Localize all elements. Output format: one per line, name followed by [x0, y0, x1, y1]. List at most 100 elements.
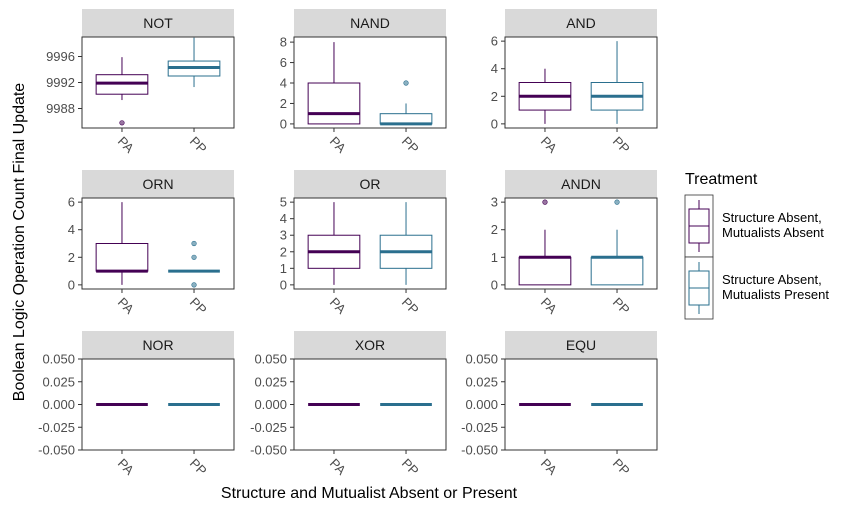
facet-and: AND 0 2 4 6 PA PP: [491, 9, 658, 157]
box-pp: PP: [379, 80, 433, 157]
facet-panels: NOT 9988 9992 9996 PA PP NAND 0 2 4 6 8 PA PP AND 0 2 4 6 P…: [38, 9, 658, 479]
y-tick-label: 0.025: [42, 374, 75, 389]
facet-not: NOT 9988 9992 9996 PA PP: [46, 9, 235, 157]
y-tick-label: 3: [280, 228, 287, 243]
y-tick-label: 4: [280, 211, 287, 226]
box-pa: PA: [95, 57, 149, 156]
legend-label: Mutualists Absent: [722, 225, 824, 240]
box-pp: PP: [380, 403, 432, 479]
panel-border: [504, 197, 658, 290]
x-tick-label: PA: [115, 134, 137, 156]
panel-border: [504, 36, 658, 129]
outlier-point: [191, 282, 197, 288]
y-tick-label: 2: [491, 89, 498, 104]
facet-or: OR 01 23 45 PA PP: [280, 170, 447, 317]
y-tick-label: 1: [491, 250, 498, 265]
iqr-box: [518, 256, 572, 286]
facet-strip-label: XOR: [355, 337, 385, 353]
y-tick-label: -0.025: [461, 420, 498, 435]
x-tick-label: PP: [399, 134, 422, 157]
legend-title: Treatment: [685, 171, 758, 188]
facet-strip: [505, 331, 657, 359]
x-axis-title: Structure and Mutualist Absent or Presen…: [221, 485, 518, 502]
box-pp: PP: [591, 403, 643, 479]
x-tick-label: PP: [187, 456, 210, 479]
y-tick-label: 0: [280, 116, 287, 131]
x-tick-label: PA: [538, 295, 560, 317]
y-tick-label: -0.050: [38, 443, 75, 458]
y-tick-label: 9988: [46, 101, 75, 116]
y-tick-label: 0.050: [42, 352, 75, 367]
box-pa: PA: [519, 403, 571, 478]
y-tick-label: 5: [280, 195, 287, 210]
outlier-point: [542, 199, 548, 205]
facet-strip: [294, 9, 446, 37]
x-tick-label: PA: [538, 134, 560, 156]
y-tick-label: 0.025: [465, 374, 498, 389]
y-tick-label: 2: [491, 222, 498, 237]
panel-border: [293, 36, 447, 129]
y-tick-label: 0.000: [42, 397, 75, 412]
y-tick-label: -0.050: [250, 443, 287, 458]
facet-strip-label: EQU: [566, 337, 596, 353]
facet-strip-label: NAND: [350, 15, 390, 31]
box-pp: PP: [590, 199, 644, 318]
facet-xor: XOR 0.050 0.025 0.000 -0.025 -0.050 PA PP: [250, 331, 447, 479]
y-tick-label: 0.025: [254, 374, 287, 389]
box-pa: PA: [307, 202, 361, 317]
facet-strip-label: ANDN: [561, 176, 601, 192]
facet-strip-label: NOT: [143, 15, 173, 31]
x-tick-label: PP: [610, 134, 633, 157]
y-tick-label: 0.050: [254, 352, 287, 367]
x-tick-label: PA: [115, 295, 137, 317]
iqr-box: [590, 256, 644, 286]
x-tick-label: PA: [327, 456, 349, 478]
box-pa: PA: [518, 199, 572, 317]
y-tick-label: 9996: [46, 49, 75, 64]
y-tick-label: 0.000: [465, 397, 498, 412]
box-pp: PP: [379, 202, 433, 317]
legend-entry: Structure Absent,Mutualists Absent: [684, 194, 824, 258]
outlier-point: [191, 240, 197, 247]
y-tick-label: 0: [280, 277, 287, 292]
box-pa: PA: [308, 403, 360, 478]
facet-equ: EQU 0.050 0.025 0.000 -0.025 -0.050 PA PP: [461, 331, 658, 479]
outlier-point: [191, 254, 197, 260]
legend: Treatment Structure Absent,Mutualists Ab…: [684, 171, 829, 320]
facet-strip: [82, 170, 234, 198]
box-pa: PA: [518, 68, 572, 156]
facet-strip-label: NOR: [142, 337, 173, 353]
facet-nor: NOR 0.050 0.025 0.000 -0.025 -0.050 PA PP: [38, 331, 235, 479]
legend-label: Structure Absent,: [722, 272, 822, 287]
y-tick-label: 6: [68, 195, 75, 210]
x-tick-label: PP: [610, 456, 633, 479]
y-tick-label: 2: [68, 250, 75, 265]
y-tick-label: 2: [280, 244, 287, 259]
iqr-box: [95, 243, 149, 272]
facet-strip-label: AND: [566, 15, 596, 31]
box-pa: PA: [95, 202, 149, 317]
box-pp: PP: [168, 240, 220, 317]
y-tick-label: 4: [280, 76, 287, 91]
outlier-point: [403, 80, 409, 86]
y-tick-label: -0.050: [461, 443, 498, 458]
y-tick-label: 0.000: [254, 397, 287, 412]
x-tick-label: PP: [187, 134, 210, 157]
y-tick-label: 4: [68, 222, 75, 237]
y-tick-label: 1: [280, 261, 287, 276]
legend-label: Mutualists Present: [722, 287, 829, 302]
iqr-box: [379, 113, 433, 125]
y-tick-label: 0.050: [465, 352, 498, 367]
facet-strip: [294, 331, 446, 359]
y-tick-label: 9992: [46, 75, 75, 90]
facet-strip: [82, 9, 234, 37]
panel-border: [81, 197, 235, 290]
legend-entry: Structure Absent,Mutualists Present: [684, 256, 829, 320]
x-tick-label: PP: [610, 295, 633, 318]
box-pp: PP: [590, 41, 644, 157]
facet-strip: [505, 9, 657, 37]
iqr-box: [307, 82, 361, 125]
x-tick-label: PP: [399, 456, 422, 479]
y-tick-label: 0: [491, 277, 498, 292]
